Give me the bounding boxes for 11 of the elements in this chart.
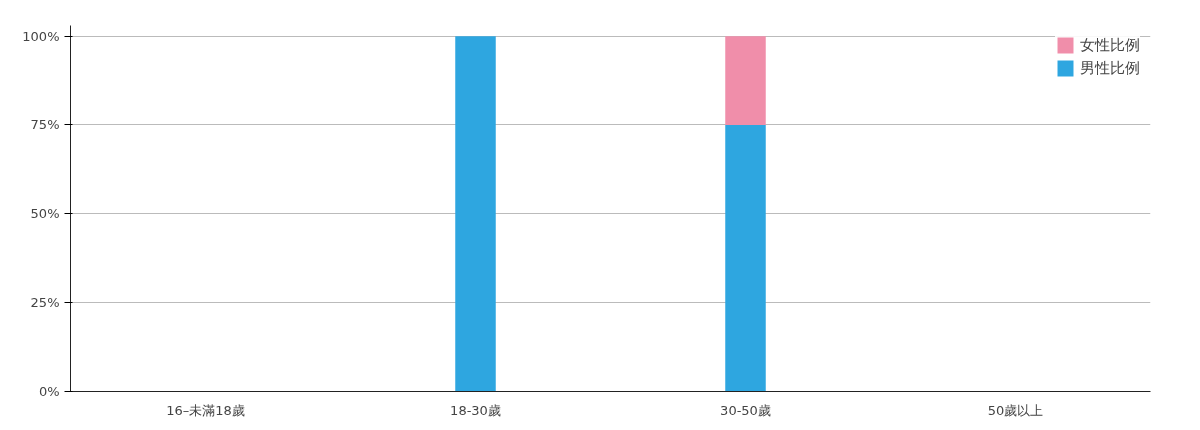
x-tick-label: 16–未滿18歲: [166, 402, 245, 418]
y-tick-label: 100%: [22, 28, 60, 44]
y-tick-label: 75%: [30, 117, 60, 133]
y-tick-label: 25%: [30, 295, 60, 311]
y-tick-label: 50%: [30, 206, 60, 222]
legend-label: 女性比例: [1080, 35, 1140, 55]
y-tick-label: 0%: [38, 384, 60, 399]
x-tick-label: 18-30歲: [450, 402, 501, 418]
legend-label: 男性比例: [1080, 58, 1140, 78]
x-tick-label: 30-50歲: [720, 402, 771, 418]
x-tick-label: 50歲以上: [987, 402, 1044, 418]
